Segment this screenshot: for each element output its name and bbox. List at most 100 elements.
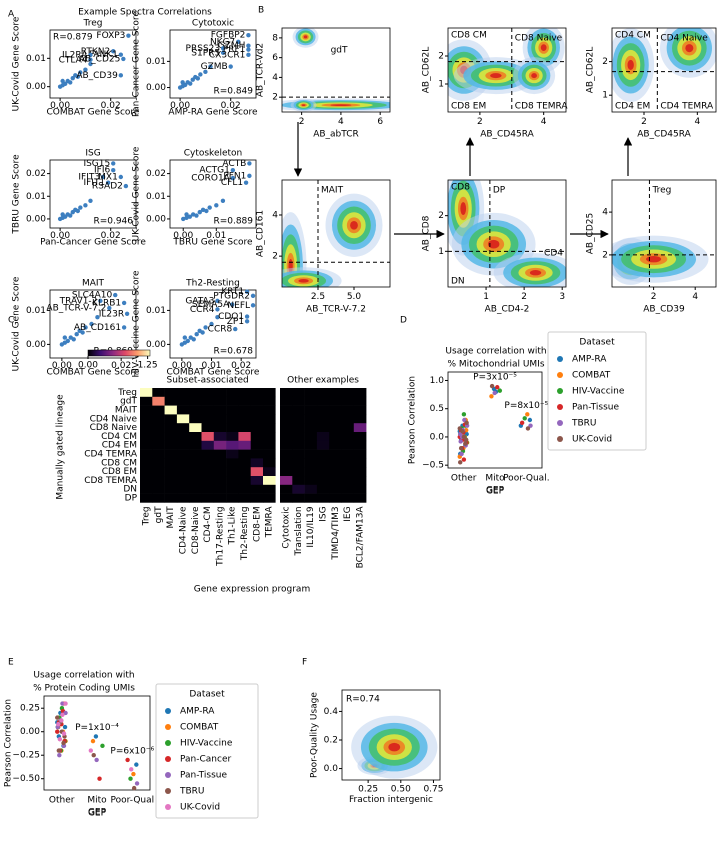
point [464, 420, 469, 426]
point [489, 394, 494, 399]
point [188, 81, 193, 86]
point [458, 446, 464, 451]
heatmap-cell [316, 484, 330, 494]
labeled-point [230, 302, 235, 307]
point-label: GZMH [218, 41, 246, 51]
point [60, 701, 65, 706]
point-label: AB_TCR-V-7.2 [46, 304, 106, 314]
chart-title: % Protein Coding UMIs [33, 684, 135, 694]
point [522, 416, 527, 421]
legend-label: Pan-Cancer [180, 755, 231, 765]
point [527, 417, 533, 423]
legend-label: AMP-RA [572, 355, 607, 365]
heatmap-cell [292, 476, 305, 486]
chart-title: Usage correlation with [445, 347, 546, 357]
heatmap-cell [316, 423, 330, 433]
heatmap-cell [164, 414, 178, 424]
heatmap-cell [164, 476, 178, 486]
heatmap-cell [238, 414, 251, 424]
x-tick-label: 0.00 [52, 361, 72, 371]
labeled-point [247, 173, 252, 179]
heatmap-cell [341, 440, 355, 450]
heatmap-cell [280, 423, 293, 433]
point-label: IFI6 [94, 166, 110, 176]
heatmap-cell [263, 484, 276, 494]
y-tick-label: 0.00 [26, 214, 46, 224]
x-tick-label: 2 [521, 292, 527, 302]
heatmap-cell [176, 396, 190, 406]
density-cluster [330, 104, 352, 106]
axes-frame [341, 689, 441, 781]
heatmap-cell [176, 414, 190, 424]
point [128, 776, 133, 781]
heatmap-cell [238, 440, 251, 450]
gate-label: gdT [331, 46, 348, 56]
x-axis-label: AMP-RA Gene Score [168, 108, 258, 118]
point [57, 753, 62, 758]
heatmap-cell [226, 484, 239, 494]
labeled-point [100, 174, 106, 180]
point [181, 216, 186, 222]
y-tick-label: 4 [272, 73, 278, 83]
point [74, 332, 79, 337]
y-tick-label: 2 [438, 52, 444, 62]
point-label: CCR4 [190, 305, 215, 315]
x-axis-label: COMBAT Gene Score [167, 368, 260, 378]
labeled-point [111, 49, 116, 54]
point [60, 78, 65, 84]
heatmap-cell [292, 405, 305, 415]
heatmap-cell [280, 484, 293, 494]
heatmap-cell [201, 405, 215, 415]
heatmap-cell [176, 484, 190, 494]
y-tick-label: 2 [272, 93, 278, 103]
point-label: ACTB [222, 159, 246, 169]
point-label: ZP1 [227, 317, 244, 327]
heatmap-cell [353, 467, 367, 477]
point [198, 72, 203, 77]
y-tick-label: 6 [272, 53, 278, 63]
heatmap-cell [263, 432, 276, 442]
heatmap-cell [329, 449, 342, 459]
point [93, 734, 99, 739]
heatmap-cell [353, 449, 367, 459]
point [461, 412, 467, 417]
heatmap-cell [341, 458, 355, 468]
heatmap-cell [341, 432, 355, 442]
density-layer [448, 28, 565, 101]
heatmap-cell [304, 458, 318, 468]
heatmap-cell [152, 388, 165, 398]
point [90, 738, 96, 744]
heatmap-cell [176, 423, 190, 433]
heatmap-cell [304, 440, 318, 450]
legend-marker [557, 372, 563, 378]
heatmap-cell [176, 405, 190, 415]
heatmap-cell [263, 388, 276, 398]
x-tick-label: 4 [692, 292, 698, 302]
labeled-point [126, 33, 131, 38]
x-tick-label: Poor-Qual. [503, 474, 550, 484]
heatmap-cell [164, 396, 178, 406]
heatmap-cell [164, 388, 178, 398]
column-label: Cytotoxic [282, 506, 292, 548]
heatmap-cell [353, 476, 367, 486]
density-layer [448, 180, 566, 287]
panel-letter: C [8, 316, 14, 326]
heatmap-cell [226, 405, 239, 415]
x-tick-label: 0.00 [50, 231, 70, 241]
heatmap-cell [189, 484, 202, 494]
point-label: S1PR5 [191, 48, 220, 58]
row-label: CD4 EM [102, 441, 137, 451]
heatmap-cell [250, 414, 264, 424]
y-axis-label: AB_CD25 [586, 213, 596, 255]
y-tick-label: 0.00 [26, 340, 46, 350]
heatmap-cell [250, 423, 264, 433]
density-layer [351, 715, 438, 779]
heatmap-cell [250, 432, 264, 442]
density-cluster [303, 35, 308, 39]
point [460, 429, 465, 434]
x-tick-label: 0.02 [101, 231, 121, 241]
heatmap-cell [263, 493, 276, 503]
x-axis-label: AB_TCR-V-7.2 [306, 304, 366, 314]
x-tick-label: 4 [694, 117, 700, 127]
y-tick-label: 0.25 [20, 704, 40, 714]
